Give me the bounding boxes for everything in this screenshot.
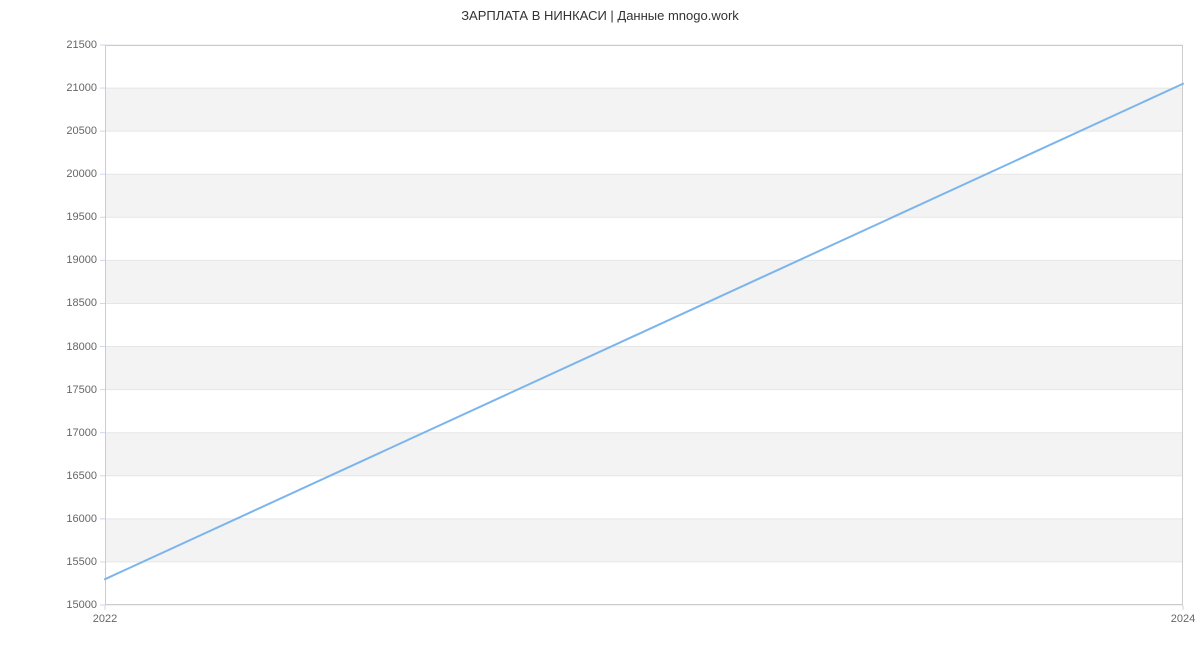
y-axis-tick-label: 15500 — [47, 556, 97, 568]
y-axis-tick-label: 20500 — [47, 125, 97, 137]
chart-container: ЗАРПЛАТА В НИНКАСИ | Данные mnogo.work 1… — [0, 0, 1200, 650]
y-axis-tick-label: 17000 — [47, 427, 97, 439]
y-axis-tick-label: 21500 — [47, 39, 97, 51]
chart-plot — [105, 45, 1183, 605]
y-axis-tick-label: 15000 — [47, 599, 97, 611]
x-axis-tick-label: 2024 — [1171, 613, 1195, 625]
chart-title: ЗАРПЛАТА В НИНКАСИ | Данные mnogo.work — [0, 8, 1200, 23]
y-axis-tick-label: 17500 — [47, 384, 97, 396]
x-axis-tick-label: 2022 — [93, 613, 117, 625]
y-axis-tick-label: 16500 — [47, 470, 97, 482]
y-axis-tick-label: 18000 — [47, 341, 97, 353]
y-axis-tick-label: 19500 — [47, 211, 97, 223]
y-axis-tick-label: 20000 — [47, 168, 97, 180]
y-axis-tick-label: 16000 — [47, 513, 97, 525]
y-axis-tick-label: 19000 — [47, 254, 97, 266]
y-axis-tick-label: 21000 — [47, 82, 97, 94]
y-axis-tick-label: 18500 — [47, 297, 97, 309]
